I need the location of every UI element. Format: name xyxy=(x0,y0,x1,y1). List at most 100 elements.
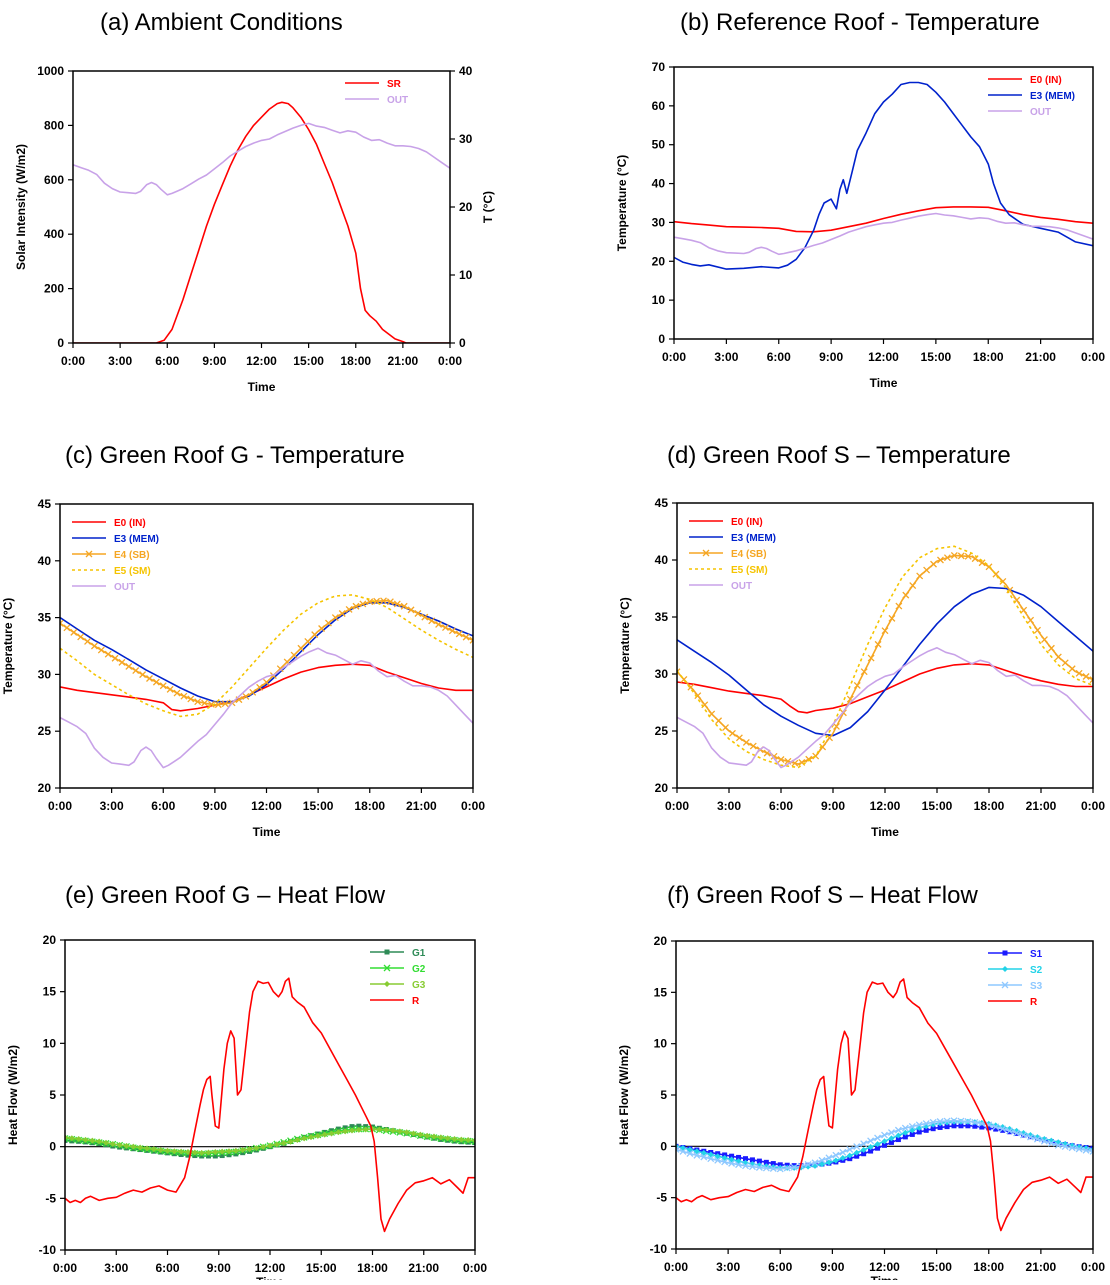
x-tick-label: 3:00 xyxy=(717,799,741,813)
y-tick-label: 45 xyxy=(655,496,669,510)
y-tick-label: 15 xyxy=(43,985,57,999)
data-point xyxy=(847,1156,853,1162)
plot-frame xyxy=(59,503,474,789)
data-point xyxy=(294,1137,301,1144)
data-point xyxy=(776,1165,784,1173)
series-line-e5-sm- xyxy=(60,594,473,718)
y2-tick-label: 30 xyxy=(459,132,473,146)
data-point xyxy=(790,1163,798,1171)
data-point xyxy=(1033,1135,1041,1143)
data-point xyxy=(679,1148,687,1155)
data-point xyxy=(950,551,958,559)
legend-label: OUT xyxy=(114,582,135,593)
data-point xyxy=(958,1123,964,1129)
data-point xyxy=(221,700,229,708)
data-point xyxy=(861,1151,867,1157)
data-point xyxy=(328,1130,335,1137)
data-point xyxy=(226,1152,232,1158)
data-area xyxy=(676,978,1093,1232)
data-point xyxy=(992,1123,1000,1131)
legend-label: E3 (MEM) xyxy=(1030,91,1075,102)
plot-frame xyxy=(72,70,451,344)
legend-marker xyxy=(1002,950,1008,956)
x-tick-label: 9:00 xyxy=(207,1261,231,1275)
data-point xyxy=(349,1124,355,1130)
data-point xyxy=(742,1162,749,1170)
series-line-e3-mem- xyxy=(60,601,473,703)
x-tick-label: 9:00 xyxy=(202,354,226,368)
x-tick-label: 18:00 xyxy=(340,354,371,368)
y-tick-label: 30 xyxy=(655,667,669,681)
data-point xyxy=(728,1159,736,1167)
data-point xyxy=(763,1159,769,1165)
data-point xyxy=(908,1122,916,1130)
data-point xyxy=(89,1137,96,1144)
legend-label: G3 xyxy=(412,980,426,991)
chart-panel-6: (f) Green Roof S – Heat Flow -10 -5 0 5 10 15 2… xyxy=(617,882,1105,1285)
x-tick-label: 12:00 xyxy=(870,799,901,813)
data-point xyxy=(901,1124,909,1132)
data-point xyxy=(273,1141,280,1148)
data-point xyxy=(263,678,270,686)
data-point xyxy=(944,1124,950,1130)
data-point xyxy=(1047,1139,1055,1147)
series-line-e5-sm- xyxy=(677,545,1093,769)
data-point xyxy=(150,1146,157,1153)
data-point xyxy=(206,1153,211,1159)
data-point xyxy=(276,665,284,673)
data-point xyxy=(103,1139,109,1146)
data-point xyxy=(882,1142,887,1148)
data-point xyxy=(937,556,944,564)
series-line-e0-in- xyxy=(677,662,1093,714)
data-point xyxy=(185,1152,191,1158)
x-axis-label: Time xyxy=(253,825,281,839)
data-point xyxy=(355,1126,362,1133)
data-point xyxy=(1006,1127,1014,1135)
data-point xyxy=(881,627,889,635)
data-point xyxy=(756,1158,762,1164)
series-line-e0-in- xyxy=(60,663,473,712)
data-point xyxy=(1027,616,1035,624)
legend-label: G2 xyxy=(412,964,426,975)
legend-label: OUT xyxy=(1030,107,1051,118)
series-line-r xyxy=(65,977,475,1233)
data-point xyxy=(130,1143,137,1150)
data-point xyxy=(693,1148,700,1155)
data-point xyxy=(342,1125,348,1131)
data-point xyxy=(194,698,202,706)
data-point xyxy=(164,1147,171,1154)
x-axis-label: Time xyxy=(256,1275,284,1280)
y-tick-label: 25 xyxy=(655,724,669,738)
data-point xyxy=(60,619,64,627)
y-tick-label: 15 xyxy=(654,985,668,999)
chart-title: (e) Green Roof G – Heat Flow xyxy=(65,882,386,909)
data-point xyxy=(937,1124,943,1130)
y-tick-label: 40 xyxy=(38,554,52,568)
data-point xyxy=(825,1159,832,1166)
data-point xyxy=(469,636,473,644)
data-point xyxy=(393,600,401,608)
data-point xyxy=(923,566,931,574)
x-axis-label: Time xyxy=(248,380,276,394)
data-point xyxy=(916,1129,922,1135)
x-tick-label: 0:00 xyxy=(438,354,462,368)
data-area xyxy=(60,594,473,769)
y-tick-label: -10 xyxy=(650,1242,668,1256)
data-point xyxy=(421,613,429,621)
y-tick-label: 0 xyxy=(658,332,665,346)
data-point xyxy=(887,1129,895,1137)
chart-title: (a) Ambient Conditions xyxy=(100,9,343,36)
data-point xyxy=(166,685,174,693)
data-point xyxy=(1089,676,1093,684)
data-point xyxy=(180,692,188,700)
data-point xyxy=(999,1125,1007,1133)
x-tick-label: 0:00 xyxy=(1081,799,1105,813)
series-line-sr xyxy=(73,101,450,343)
y-tick-label: 70 xyxy=(652,60,666,74)
data-point xyxy=(964,1118,972,1125)
data-point xyxy=(902,591,910,599)
data-point xyxy=(868,1148,874,1154)
data-point xyxy=(448,627,456,635)
x-tick-label: 9:00 xyxy=(821,799,845,813)
legend-label: E3 (MEM) xyxy=(114,534,159,545)
